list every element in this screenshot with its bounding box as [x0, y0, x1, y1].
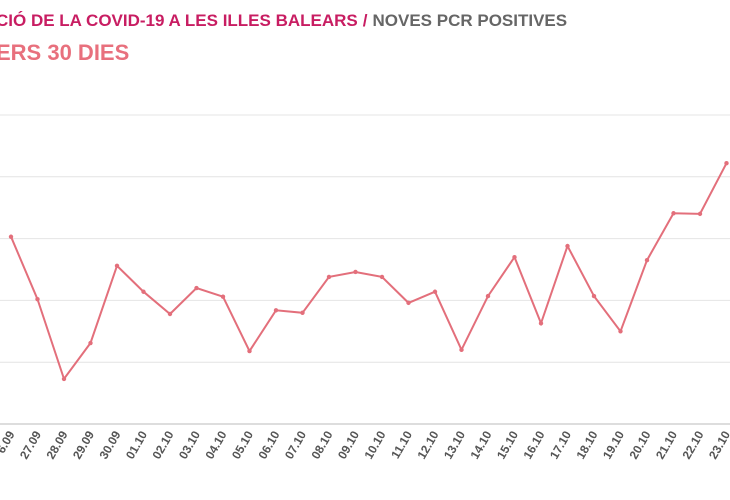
point — [406, 300, 411, 306]
point — [61, 376, 67, 382]
point — [538, 321, 544, 326]
x-tick-label: 06.10 — [255, 428, 282, 461]
x-tick-label: 02.10 — [149, 428, 176, 461]
title-main: CIÓ DE LA COVID-19 A LES ILLES BALEARS — [0, 11, 358, 30]
x-tick-label: 14.10 — [467, 428, 494, 461]
x-tick-label: 20.10 — [626, 428, 653, 461]
x-tick-label: 13.10 — [441, 428, 468, 461]
point — [353, 269, 358, 275]
point — [88, 340, 93, 346]
x-tick-label: 27.09 — [17, 428, 44, 461]
point — [565, 243, 570, 249]
x-tick-label: 17.10 — [547, 428, 574, 461]
point — [724, 161, 729, 166]
point — [194, 285, 199, 291]
point — [326, 274, 332, 280]
x-tick-label: 6.09 — [0, 428, 18, 456]
x-tick-label: 19.10 — [600, 428, 627, 461]
point — [35, 296, 40, 302]
x-tick-label: 18.10 — [573, 428, 600, 461]
x-tick-label: 21.10 — [653, 428, 680, 461]
point — [485, 293, 491, 299]
x-tick-label: 05.10 — [229, 428, 256, 461]
point — [618, 329, 623, 334]
title-secondary: NOVES PCR POSITIVES — [373, 11, 568, 30]
chart-title: CIÓ DE LA COVID-19 A LES ILLES BALEARS / N… — [0, 11, 567, 30]
point — [8, 234, 14, 239]
x-tick-label: 16.10 — [520, 428, 547, 461]
x-tick-label: 11.10 — [388, 428, 415, 461]
x-tick-label: 30.09 — [96, 428, 123, 461]
line — [10, 162, 728, 382]
x-tick-label: 10.10 — [361, 428, 388, 461]
point — [671, 211, 676, 216]
x-tick-label: 03.10 — [176, 428, 203, 461]
point — [167, 311, 173, 317]
x-tick-label: 01.10 — [123, 428, 150, 461]
point — [432, 289, 438, 294]
point — [300, 310, 305, 315]
point — [273, 308, 279, 313]
title-separator: / — [363, 11, 368, 30]
x-tick-label: 07.10 — [282, 428, 309, 461]
x-tick-label: 23.10 — [706, 428, 730, 461]
point — [644, 258, 650, 263]
point — [697, 211, 703, 217]
point — [512, 254, 517, 260]
point — [247, 348, 252, 354]
x-tick-label: 08.10 — [308, 428, 335, 461]
x-tick-label: 28.09 — [43, 428, 70, 461]
point — [114, 263, 120, 268]
x-tick-label: 22.10 — [679, 428, 706, 461]
point — [141, 289, 146, 294]
x-tick-label: 15.10 — [494, 428, 521, 461]
point — [379, 274, 385, 280]
x-tick-label: 29.09 — [70, 428, 97, 461]
x-tick-label: 04.10 — [202, 428, 229, 461]
chart-subtitle: ERS 30 DIES — [0, 40, 129, 65]
point — [459, 347, 464, 353]
x-tick-label: 12.10 — [414, 428, 441, 461]
point — [220, 294, 226, 299]
point — [591, 293, 597, 299]
x-tick-label: 09.10 — [335, 428, 362, 461]
